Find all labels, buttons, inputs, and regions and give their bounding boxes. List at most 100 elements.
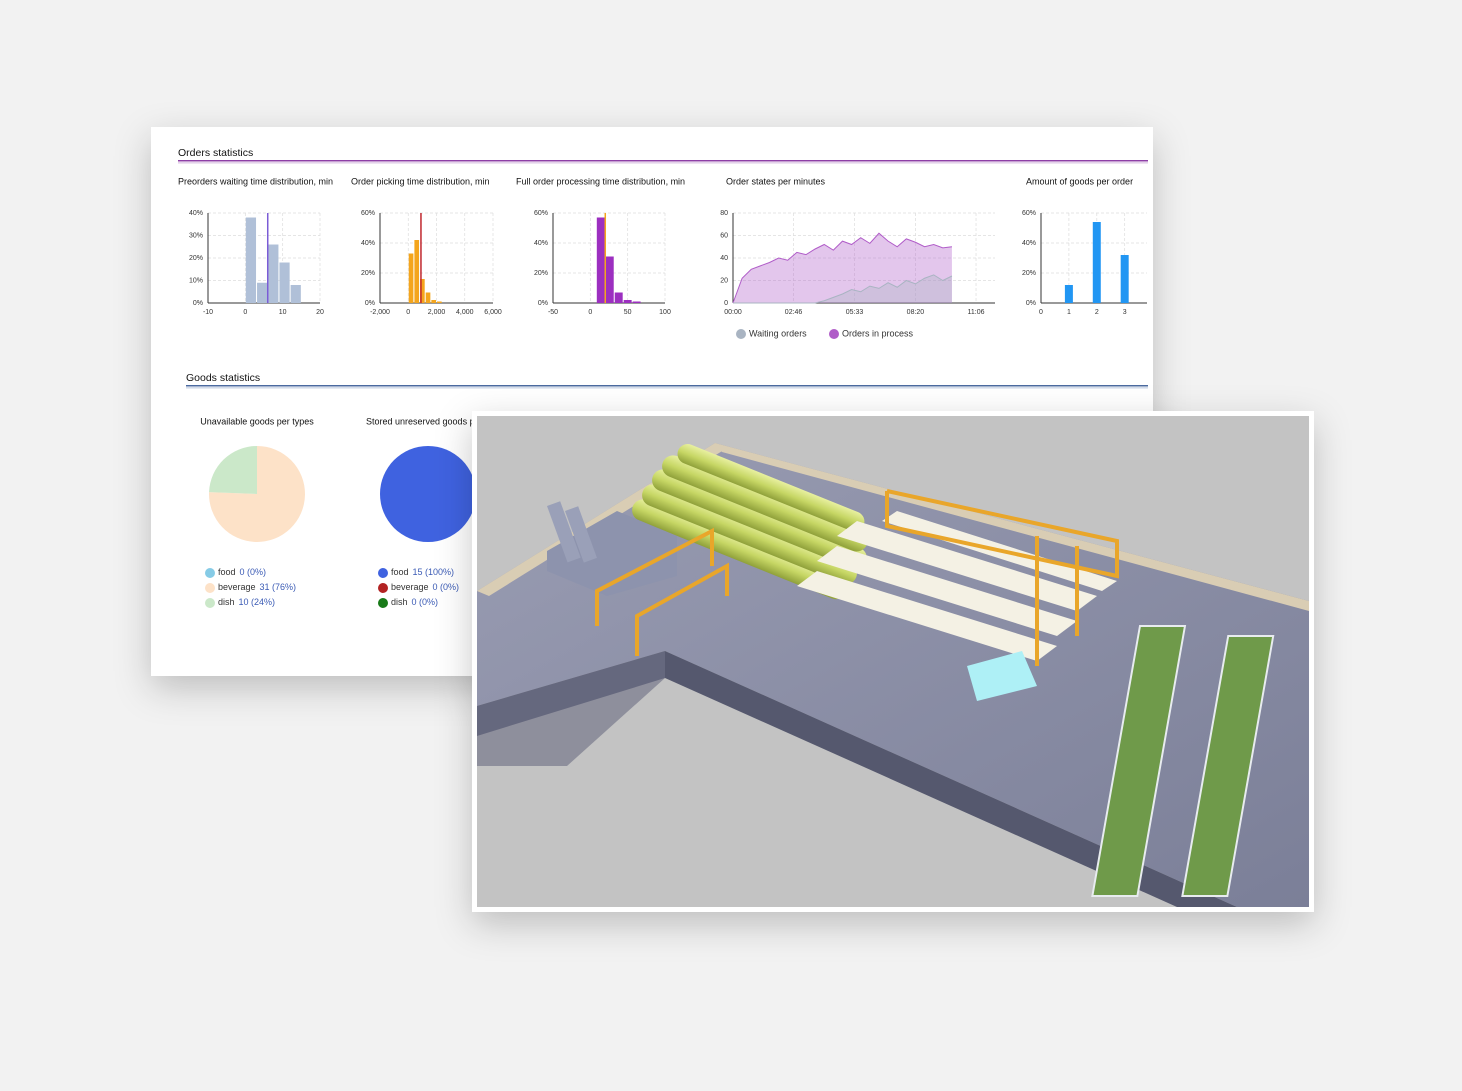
legend-value: 0 (0%): [240, 567, 267, 577]
x-tick-label: 100: [659, 309, 671, 316]
x-tick-label: 50: [624, 309, 632, 316]
x-tick-label: 20: [316, 309, 324, 316]
bar: [245, 217, 257, 303]
y-tick-label: 40%: [189, 210, 203, 217]
x-tick-label: -10: [203, 309, 213, 316]
wall: [715, 443, 1309, 611]
y-tick-label: 0%: [538, 300, 548, 307]
chart-title: Stored unreserved goods per types: [366, 416, 507, 426]
boiler-house: [547, 501, 677, 596]
bar: [596, 217, 605, 303]
legend-value: 15 (100%): [413, 567, 455, 577]
x-tick-label: 1: [1067, 309, 1071, 316]
chart-title: Unavailable goods per types: [200, 416, 314, 426]
y-tick-label: 0%: [1026, 300, 1036, 307]
legend-value: 0 (0%): [412, 597, 439, 607]
x-tick-label: 08:20: [907, 309, 925, 316]
y-tick-label: 60: [720, 232, 728, 239]
legend-value: 31 (76%): [260, 582, 297, 592]
x-tick-label: -50: [548, 309, 558, 316]
legend-category: dish: [391, 597, 408, 607]
bar: [431, 300, 436, 303]
bar: [279, 262, 290, 303]
y-tick-label: 60%: [361, 210, 375, 217]
legend-label: beverage 31 (76%): [218, 582, 296, 592]
y-tick-label: 30%: [189, 232, 203, 239]
bar: [1092, 222, 1101, 303]
y-tick-label: 80: [720, 210, 728, 217]
legend-label: dish 0 (0%): [391, 597, 438, 607]
x-tick-label: 0: [243, 309, 247, 316]
chart-title: Full order processing time distribution,…: [516, 176, 685, 186]
section-rule: [186, 387, 1148, 389]
bar: [623, 300, 632, 303]
y-tick-label: 60%: [534, 210, 548, 217]
bar: [1064, 285, 1073, 303]
gantry: [595, 489, 1119, 666]
legend-label: food 15 (100%): [391, 567, 454, 577]
tanks: [632, 444, 868, 600]
x-tick-label: 3: [1123, 309, 1127, 316]
legend-category: beverage: [218, 582, 256, 592]
section-rule: [186, 385, 1148, 387]
legend-label: beverage 0 (0%): [391, 582, 459, 592]
y-tick-label: 40%: [534, 240, 548, 247]
series-line: [732, 232, 953, 304]
bar: [268, 244, 279, 303]
x-tick-label: 0: [588, 309, 592, 316]
legend-swatch: [205, 598, 215, 608]
y-tick-label: 0: [724, 300, 728, 307]
bar: [425, 292, 431, 303]
x-tick-label: 10: [279, 309, 287, 316]
x-tick-label: -2,000: [370, 309, 390, 316]
y-tick-label: 40%: [361, 240, 375, 247]
x-tick-label: 02:46: [785, 309, 803, 316]
legend-swatch: [205, 568, 215, 578]
y-tick-label: 20%: [1022, 270, 1036, 277]
bar: [1120, 255, 1129, 303]
y-tick-label: 40%: [1022, 240, 1036, 247]
bar: [414, 240, 420, 303]
series-line: [733, 274, 953, 304]
legend-swatch: [378, 568, 388, 578]
legend-value: 10 (24%): [239, 597, 276, 607]
storage-bays: [1091, 625, 1275, 897]
y-tick-label: 20%: [361, 270, 375, 277]
section-title: Orders statistics: [178, 147, 253, 159]
y-tick-label: 20: [720, 277, 728, 284]
y-tick-label: 60%: [1022, 210, 1036, 217]
chart-title: Preorders waiting time distribution, min: [178, 176, 333, 186]
legend-label: Waiting orders: [749, 328, 807, 338]
x-tick-label: 0: [406, 309, 410, 316]
legend-swatch: [829, 329, 839, 339]
area: [733, 274, 952, 303]
render-viewport: [477, 416, 1309, 907]
bar: [290, 285, 301, 303]
area: [733, 233, 952, 303]
section-title: Goods statistics: [186, 372, 260, 384]
bar: [632, 301, 641, 303]
legend-swatch: [736, 329, 746, 339]
legend-swatch: [378, 583, 388, 593]
y-tick-label: 0%: [365, 300, 375, 307]
y-tick-label: 20%: [189, 255, 203, 262]
bar: [605, 256, 614, 303]
legend-label: food 0 (0%): [218, 567, 266, 577]
bar: [257, 282, 268, 303]
legend-label: dish 10 (24%): [218, 597, 275, 607]
bar: [437, 301, 442, 303]
x-tick-label: 2: [1095, 309, 1099, 316]
pie-slice: [209, 446, 257, 494]
section-rule: [178, 162, 1148, 164]
bar: [408, 253, 414, 303]
x-tick-label: 6,000: [484, 309, 502, 316]
bar: [420, 279, 425, 303]
x-tick-label: 11:06: [968, 309, 985, 316]
section-rule: [178, 160, 1148, 162]
legend-swatch: [205, 583, 215, 593]
floor-edge: [665, 651, 1237, 907]
x-tick-label: 00:00: [724, 309, 742, 316]
floor-edge: [477, 651, 665, 766]
